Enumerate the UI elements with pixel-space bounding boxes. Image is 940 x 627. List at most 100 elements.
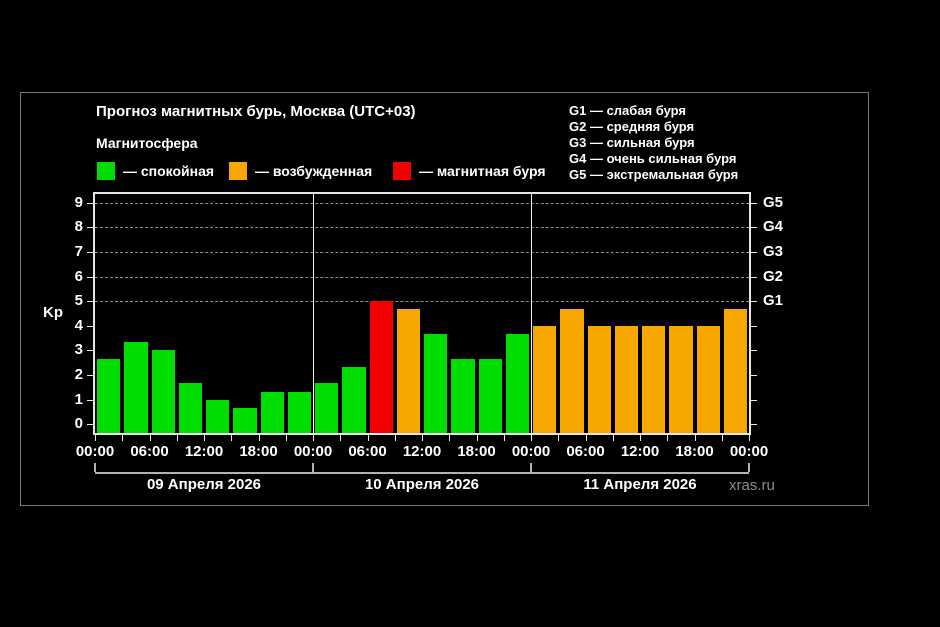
kp-bar <box>369 301 393 433</box>
y-axis-label: Kp <box>43 304 63 321</box>
storm-scale-line: G4 — очень сильная буря <box>569 151 737 166</box>
kp-bar <box>206 399 230 433</box>
g-level-label: G3 <box>763 242 784 260</box>
x-axis-tick <box>503 435 505 441</box>
right-axis-tick <box>750 251 757 253</box>
kp-bar <box>614 325 638 433</box>
kp-bar <box>233 407 257 433</box>
kp-bar <box>315 383 339 433</box>
legend-item-label: — спокойная <box>123 163 215 179</box>
right-axis-tick <box>750 227 757 229</box>
kp-bar <box>669 325 693 433</box>
y-tick-label: 3 <box>74 341 83 359</box>
right-axis-tick <box>750 399 757 401</box>
x-axis-tick <box>367 435 369 441</box>
right-axis-tick <box>750 350 757 352</box>
day-separator-line <box>531 194 532 433</box>
date-axis-tick <box>530 463 532 472</box>
date-label: 10 Апреля 2026 <box>364 476 480 493</box>
y-axis-tick <box>87 202 94 204</box>
gridline <box>95 251 749 253</box>
date-axis-tick <box>748 463 750 472</box>
y-tick-label: 5 <box>74 292 83 310</box>
x-tick-label: 00:00 <box>511 443 551 460</box>
watermark: xras.ru <box>729 477 775 494</box>
right-axis-tick <box>750 276 757 278</box>
kp-bar <box>178 383 202 433</box>
date-axis-tick <box>94 463 96 472</box>
storm-scale-line: G2 — средняя буря <box>569 119 695 134</box>
x-tick-label: 06:00 <box>130 443 169 460</box>
kp-bar <box>151 350 175 433</box>
storm-scale-line: G3 — сильная буря <box>569 135 695 150</box>
excited-swatch-icon <box>229 162 247 180</box>
legend-item-label: — возбужденная <box>255 163 373 179</box>
kp-bar <box>124 342 148 433</box>
x-axis-tick <box>612 435 614 441</box>
x-axis-tick <box>721 435 723 441</box>
x-axis-tick <box>422 435 423 441</box>
kp-bar <box>424 333 448 433</box>
forecast-panel: Прогноз магнитных бурь, Москва (UTC+03) … <box>20 92 869 506</box>
x-axis-tick <box>258 435 260 441</box>
right-axis-tick <box>750 424 757 426</box>
y-tick-label: 9 <box>74 193 83 211</box>
y-tick-label: 1 <box>74 390 83 408</box>
storm-scale-legend: G1 — слабая буря G2 — средняя буря G3 — … <box>569 103 738 183</box>
x-tick-label: 06:00 <box>348 443 387 460</box>
kp-bar <box>642 325 666 433</box>
kp-bar <box>478 358 502 433</box>
x-axis-tick <box>313 435 314 441</box>
x-axis-tick <box>558 435 560 441</box>
x-axis-tick <box>176 435 178 441</box>
y-axis-tick <box>87 251 94 253</box>
x-tick-label: 00:00 <box>75 443 115 460</box>
y-axis-tick <box>87 350 94 352</box>
x-axis-tick <box>531 435 532 441</box>
legend-item-storm: — магнитная буря <box>393 162 546 180</box>
x-axis-tick <box>149 435 151 441</box>
g-level-label: G5 <box>763 193 784 211</box>
date-label: 09 Апреля 2026 <box>146 476 262 493</box>
kp-bar <box>723 309 747 433</box>
kp-bar <box>505 333 529 433</box>
legend-item-excited: — возбужденная <box>229 162 372 180</box>
y-axis-tick <box>87 301 94 303</box>
x-axis-tick <box>95 435 96 441</box>
x-tick-label: 06:00 <box>566 443 605 460</box>
y-tick-label: 6 <box>74 267 83 285</box>
x-tick-label: 18:00 <box>457 443 496 460</box>
date-label: 11 Апреля 2026 <box>583 476 697 493</box>
y-tick-label: 0 <box>74 415 83 433</box>
y-axis-tick <box>87 399 94 401</box>
legend-item-label: — магнитная буря <box>419 163 546 179</box>
kp-bar <box>696 325 720 433</box>
date-axis-line <box>95 472 749 474</box>
x-axis-tick <box>122 435 124 441</box>
kp-bar <box>533 325 557 433</box>
gridline <box>95 276 749 278</box>
g-level-label: G2 <box>763 267 784 285</box>
x-axis-tick <box>476 435 478 441</box>
quiet-swatch-icon <box>97 162 115 180</box>
right-axis-tick <box>750 325 757 327</box>
y-axis-tick <box>87 276 94 278</box>
x-axis-tick <box>449 435 451 441</box>
page-title: Прогноз магнитных бурь, Москва (UTC+03) <box>96 103 416 120</box>
kp-bar <box>587 325 611 433</box>
x-tick-label: 00:00 <box>293 443 333 460</box>
kp-bar <box>97 358 121 433</box>
g-level-label: G4 <box>763 218 784 236</box>
x-tick-label: 12:00 <box>184 443 224 460</box>
x-axis-tick <box>585 435 587 441</box>
gridline <box>95 202 749 204</box>
g-level-label: G1 <box>763 292 784 310</box>
storm-scale-line: G1 — слабая буря <box>569 103 687 118</box>
date-axis-tick <box>312 463 314 472</box>
day-separator-line <box>313 194 314 433</box>
x-tick-label: 00:00 <box>729 443 769 460</box>
legend-title: Магнитосфера <box>96 135 198 151</box>
storm-swatch-icon <box>393 162 411 180</box>
y-tick-label: 2 <box>74 366 83 384</box>
